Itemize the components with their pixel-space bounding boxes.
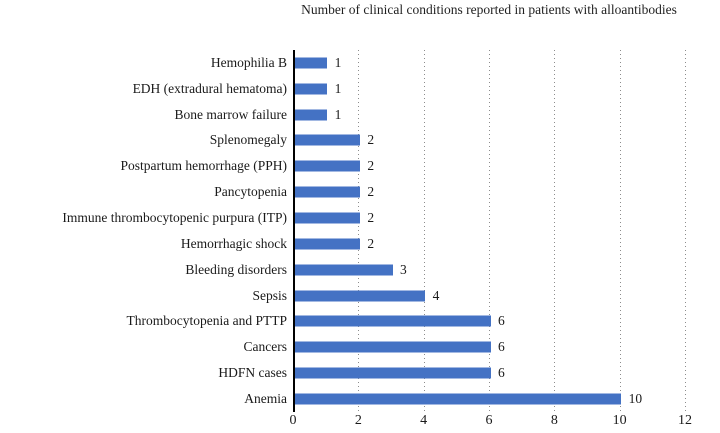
category-label: Bone marrow failure	[174, 106, 287, 122]
category-label: Immune thrombocytopenic purpura (ITP)	[62, 210, 287, 226]
bar-row: EDH (extradural hematoma) 1	[0, 76, 720, 102]
x-tick-label: 0	[289, 413, 297, 428]
category-label: Cancers	[243, 339, 287, 355]
bar-row: Cancers 6	[0, 334, 720, 360]
bar-row: Postpartum hemorrhage (PPH) 2	[0, 153, 720, 179]
gridline	[358, 50, 360, 412]
value-label: 2	[367, 158, 375, 174]
value-label: 1	[334, 54, 342, 70]
x-tick-label: 10	[612, 413, 627, 428]
x-tick-label: 6	[485, 413, 493, 428]
bar	[294, 367, 491, 379]
bar	[294, 315, 491, 327]
gridline	[489, 50, 490, 412]
category-label: HDFN cases	[218, 365, 287, 381]
bar	[294, 134, 360, 146]
y-axis-line	[293, 50, 295, 412]
value-label: 6	[498, 365, 505, 381]
category-label: Bleeding disorders	[185, 261, 287, 277]
category-label: Thrombocytopenia and PTTP	[126, 313, 287, 329]
category-label: Pancytopenia	[214, 184, 287, 200]
bar-row: Hemorrhagic shock 2	[0, 231, 720, 257]
value-label: 3	[400, 261, 407, 277]
bar	[294, 57, 328, 69]
bar-row: Splenomegaly 2	[0, 128, 720, 154]
category-label: Hemorrhagic shock	[180, 235, 287, 251]
x-tick-label: 8	[550, 413, 558, 428]
chart-title: Number of clinical conditions reported i…	[301, 2, 677, 17]
bar	[294, 393, 622, 405]
value-label: 2	[367, 210, 375, 226]
bar	[294, 83, 328, 95]
bar-row: Pancytopenia 2	[0, 179, 720, 205]
bar-row: Bleeding disorders 3	[0, 257, 720, 283]
value-label: 2	[367, 132, 375, 148]
value-label: 2	[367, 235, 375, 251]
bar-row: Immune thrombocytopenic purpura (ITP) 2	[0, 205, 720, 231]
value-label: 2	[367, 184, 375, 200]
gridline	[619, 50, 621, 412]
gridline	[423, 50, 425, 412]
bar-row: Anemia 10	[0, 386, 720, 412]
category-label: Postpartum hemorrhage (PPH)	[120, 158, 287, 174]
gridline	[685, 50, 686, 412]
category-label: EDH (extradural hematoma)	[132, 80, 287, 96]
x-tick-label: 4	[420, 413, 428, 428]
value-label: 1	[334, 80, 342, 96]
category-label: Sepsis	[252, 287, 287, 303]
bar	[294, 341, 491, 353]
value-label: 6	[498, 313, 505, 329]
bar	[294, 212, 360, 224]
bar	[294, 290, 426, 302]
value-label: 4	[432, 287, 440, 303]
bar	[294, 238, 360, 250]
value-label: 6	[498, 339, 505, 355]
value-label: 1	[334, 106, 342, 122]
bar-row: Sepsis 4	[0, 283, 720, 309]
bar	[294, 109, 328, 121]
bar-row: HDFN cases 6	[0, 360, 720, 386]
value-label: 10	[628, 391, 643, 407]
bar	[294, 264, 393, 276]
category-label: Splenomegaly	[209, 132, 287, 148]
bar	[294, 160, 360, 172]
gridline	[554, 50, 556, 412]
x-tick-label: 2	[354, 413, 362, 428]
x-tick-label: 12	[678, 413, 692, 428]
bar	[294, 186, 360, 198]
bar-row: Bone marrow failure 1	[0, 102, 720, 128]
bar-row: Thrombocytopenia and PTTP 6	[0, 309, 720, 335]
category-label: Anemia	[244, 391, 287, 407]
category-label: Hemophilia B	[210, 54, 287, 70]
bar-row: Hemophilia B 1	[0, 50, 720, 76]
